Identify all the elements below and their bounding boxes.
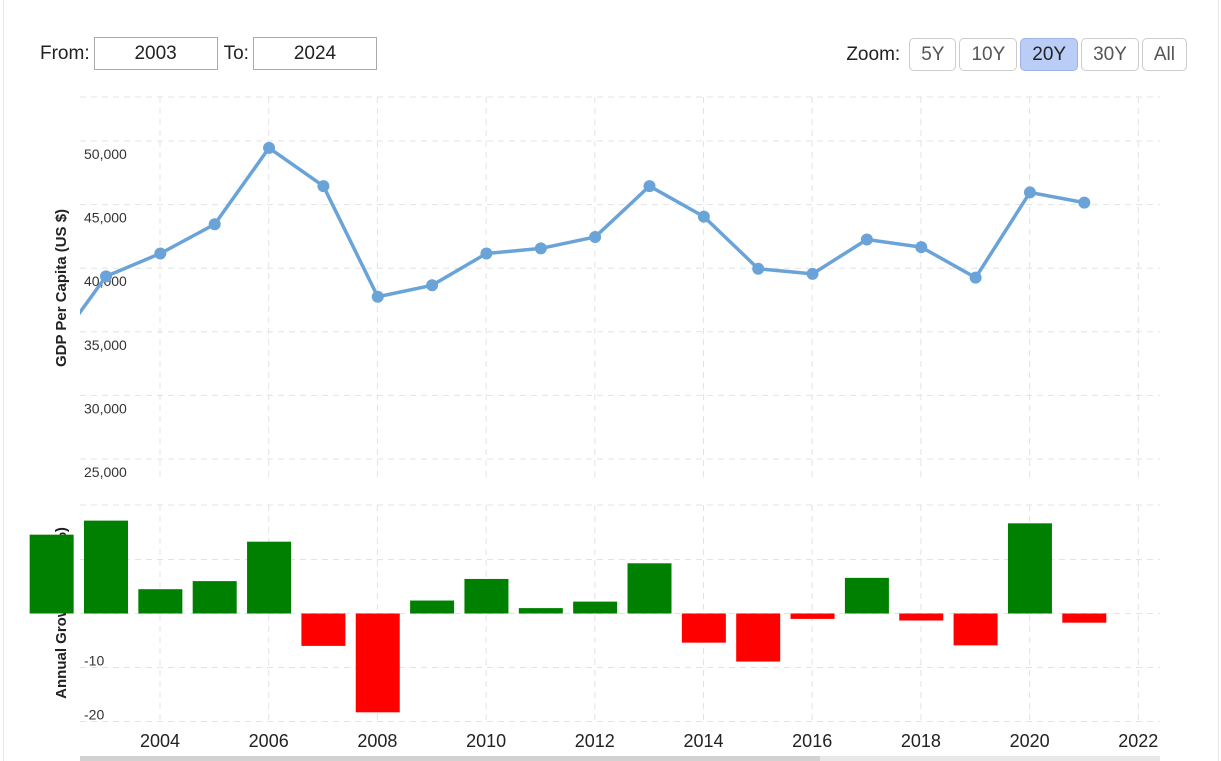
x-tick-label: 2020 — [1010, 731, 1050, 751]
growth-bar — [573, 601, 618, 614]
to-label: To: — [223, 42, 249, 64]
gdp-data-point — [263, 141, 276, 154]
navigator-scrollbar-thumb[interactable] — [80, 756, 820, 761]
growth-bar — [518, 608, 563, 614]
growth-bar — [790, 613, 835, 619]
y-tick-label-gdp: 45,000 — [84, 210, 127, 226]
gdp-data-point — [589, 230, 602, 243]
zoom-10y-button[interactable]: 10Y — [959, 38, 1018, 71]
gdp-data-point — [480, 247, 493, 260]
gdp-data-point — [643, 180, 656, 193]
gdp-line-series — [80, 146, 1085, 316]
growth-bar — [953, 613, 998, 646]
growth-bar — [899, 613, 944, 621]
zoom-20y-button[interactable]: 20Y — [1020, 38, 1079, 71]
growth-bar — [736, 613, 781, 662]
x-tick-label: 2022 — [1118, 731, 1158, 751]
date-range-controls: From: To: — [40, 37, 383, 70]
zoom-controls: Zoom: 5Y 10Y 20Y 30Y All — [846, 38, 1187, 71]
gdp-data-point — [752, 262, 765, 275]
x-tick-label: 2018 — [901, 731, 941, 751]
zoom-30y-button[interactable]: 30Y — [1081, 38, 1139, 71]
x-tick-label: 2014 — [683, 731, 723, 751]
gdp-data-point — [697, 210, 710, 223]
x-tick-label: 2004 — [140, 731, 180, 751]
gdp-data-point — [208, 218, 221, 231]
x-tick-label: 2010 — [466, 731, 506, 751]
growth-bar — [1007, 523, 1052, 614]
x-tick-label: 2016 — [792, 731, 832, 751]
y-tick-label-growth: -20 — [84, 707, 104, 723]
gdp-data-point — [154, 247, 167, 260]
growth-bar — [681, 613, 726, 643]
chart-frame — [3, 0, 1219, 761]
zoom-all-button[interactable]: All — [1141, 38, 1187, 71]
gdp-data-point — [426, 279, 439, 292]
gdp-data-point — [371, 290, 384, 303]
gdp-data-point — [915, 241, 928, 254]
growth-bar — [627, 563, 672, 614]
x-tick-label: 2008 — [357, 731, 397, 751]
x-tick-label: 2006 — [249, 731, 289, 751]
growth-bar — [410, 600, 455, 614]
gdp-data-point — [100, 270, 112, 283]
gdp-axis-title: GDP Per Capita (US $) — [53, 209, 70, 367]
growth-bar — [301, 613, 346, 646]
gdp-data-point — [1078, 196, 1091, 209]
y-tick-label-gdp: 35,000 — [84, 337, 127, 353]
y-tick-label-gdp: 50,000 — [84, 146, 127, 162]
growth-bar — [355, 613, 400, 713]
gdp-data-point — [806, 267, 819, 280]
gdp-data-point — [317, 180, 330, 193]
growth-bar — [84, 520, 128, 614]
zoom-5y-button[interactable]: 5Y — [909, 38, 957, 71]
from-label: From: — [40, 42, 90, 64]
gdp-data-point — [969, 271, 982, 284]
growth-bar — [1062, 613, 1107, 623]
growth-bar — [29, 534, 74, 614]
x-tick-label: 2012 — [575, 731, 615, 751]
zoom-label: Zoom: — [846, 43, 901, 65]
gdp-data-point — [534, 242, 547, 255]
y-tick-label-gdp: 25,000 — [84, 464, 127, 480]
growth-bar — [247, 541, 292, 614]
gdp-data-point — [860, 233, 873, 246]
y-tick-label-gdp: 30,000 — [84, 400, 127, 416]
growth-bar — [192, 581, 237, 614]
y-tick-label-growth: -10 — [84, 653, 104, 669]
growth-bar — [844, 577, 889, 614]
growth-bar — [138, 589, 183, 614]
gdp-data-point — [1023, 186, 1036, 199]
to-year-input[interactable] — [252, 37, 377, 70]
from-year-input[interactable] — [93, 37, 218, 70]
growth-bar — [464, 578, 509, 614]
